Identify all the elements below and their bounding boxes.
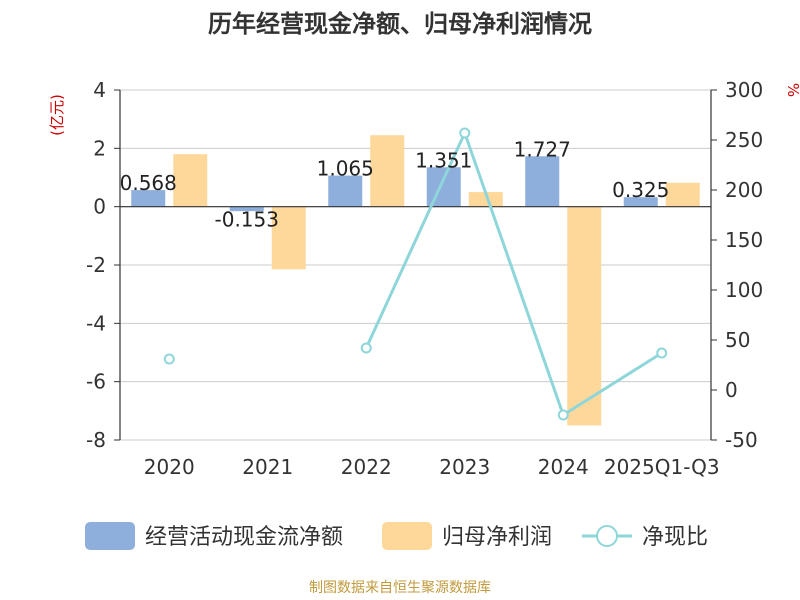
ratio-point bbox=[557, 409, 569, 421]
cashflow-bar bbox=[229, 206, 264, 212]
ratio-line-path bbox=[364, 128, 663, 418]
legend-item: 净现比 bbox=[582, 525, 708, 550]
net-profit-bar bbox=[567, 206, 602, 426]
cashflow-value-label: 1.065 bbox=[317, 157, 374, 181]
cashflow-bar bbox=[328, 175, 363, 207]
legend: 经营活动现金流净额 归母净利润 净现比 bbox=[85, 522, 708, 550]
chart-title: 历年经营现金净额、归母净利润情况 bbox=[208, 10, 592, 38]
net-profit-bar bbox=[468, 192, 503, 207]
cashflow-value-label: -0.153 bbox=[215, 208, 279, 232]
bars bbox=[131, 135, 700, 426]
right-tick-label: 100 bbox=[725, 278, 763, 302]
net-profit-bar bbox=[271, 206, 306, 270]
cashflow-value-label: 1.351 bbox=[415, 148, 472, 172]
left-axis-unit: (亿元) bbox=[48, 94, 66, 136]
right-tick-label: 50 bbox=[725, 328, 750, 352]
category-label: 2023 bbox=[439, 455, 490, 479]
left-tick-label: -8 bbox=[86, 428, 106, 452]
cashflow-value-label: 1.727 bbox=[514, 137, 571, 161]
legend-label: 净现比 bbox=[642, 525, 708, 550]
net-profit-bar bbox=[173, 154, 208, 207]
right-tick-label: 0 bbox=[725, 378, 738, 402]
right-tick-label: -50 bbox=[725, 428, 758, 452]
left-tick-label: -4 bbox=[86, 311, 106, 335]
right-axis-unit: % bbox=[784, 83, 800, 97]
axes: 4 2 0 -2 -4 -6 -8 300 250 200 150 100 50 0 -50 2020 2021… bbox=[86, 78, 763, 479]
cashflow-value-label: 0.568 bbox=[120, 171, 177, 195]
left-tick-label: 0 bbox=[93, 195, 106, 219]
source-note: 制图数据来自恒生聚源数据库 bbox=[309, 580, 491, 596]
category-label: 2022 bbox=[341, 455, 392, 479]
grid bbox=[120, 89, 711, 441]
right-tick-label: 250 bbox=[725, 128, 763, 152]
ratio-point bbox=[163, 353, 175, 365]
net-profit-bar bbox=[370, 135, 405, 207]
right-tick-label: 300 bbox=[725, 78, 763, 102]
category-label: 2021 bbox=[242, 455, 293, 479]
ratio-line bbox=[163, 127, 668, 421]
right-tick-label: 200 bbox=[725, 178, 763, 202]
ratio-point bbox=[656, 347, 668, 359]
legend-swatch bbox=[85, 522, 135, 550]
cashflow-value-label: 0.325 bbox=[612, 178, 669, 202]
category-label: 2020 bbox=[144, 455, 195, 479]
cashflow-bar bbox=[131, 190, 166, 207]
legend-label: 经营活动现金流净额 bbox=[145, 525, 343, 550]
left-tick-label: -2 bbox=[86, 253, 106, 277]
category-label: 2025Q1-Q3 bbox=[604, 455, 720, 479]
left-tick-label: -6 bbox=[86, 370, 106, 394]
right-tick-label: 150 bbox=[725, 228, 763, 252]
legend-swatch bbox=[382, 522, 432, 550]
left-tick-label: 2 bbox=[93, 136, 106, 160]
legend-marker bbox=[596, 525, 618, 547]
left-tick-label: 4 bbox=[93, 78, 106, 102]
ratio-point bbox=[360, 342, 372, 354]
cashflow-bar bbox=[426, 167, 461, 207]
data-labels: 0.568 -0.153 1.065 1.351 1.727 0.325 bbox=[120, 137, 670, 231]
net-profit-bar bbox=[665, 182, 700, 207]
legend-label: 归母净利润 bbox=[442, 525, 552, 550]
ratio-point bbox=[459, 127, 471, 139]
legend-item: 归母净利润 bbox=[382, 522, 552, 550]
cashflow-bar bbox=[623, 197, 658, 207]
legend-item: 经营活动现金流净额 bbox=[85, 522, 343, 550]
cashflow-bar bbox=[525, 156, 560, 207]
category-label: 2024 bbox=[538, 455, 589, 479]
